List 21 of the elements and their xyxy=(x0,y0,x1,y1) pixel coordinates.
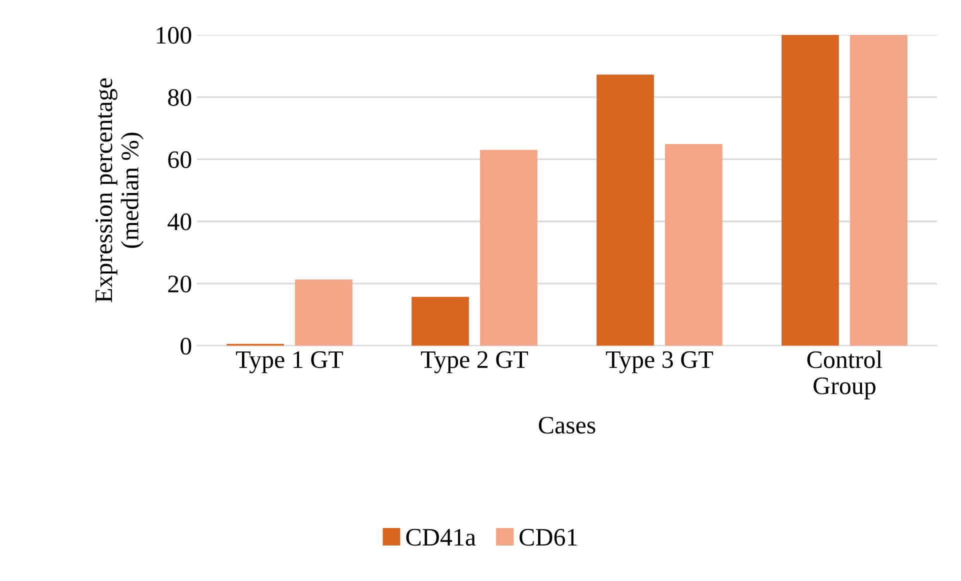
x-tick-label: Type 1 GT xyxy=(236,351,344,374)
bar xyxy=(412,296,469,346)
bar xyxy=(596,74,654,346)
y-axis-title: Expression percentage (median %) xyxy=(95,78,144,302)
y-tick-label: 40 xyxy=(168,213,192,230)
y-tick-label: 20 xyxy=(168,276,192,292)
bar xyxy=(665,144,722,346)
x-tick-label: Control Group xyxy=(807,350,882,400)
x-axis-title: Cases xyxy=(538,416,596,434)
x-tick-label: Type 3 GT xyxy=(606,351,714,374)
bar xyxy=(295,279,352,346)
bar xyxy=(480,150,538,346)
bar xyxy=(782,34,839,346)
y-tick-label: 100 xyxy=(156,26,192,44)
y-tick-label: 80 xyxy=(168,89,192,106)
y-tick-label: 60 xyxy=(168,151,192,168)
bar xyxy=(850,34,908,346)
x-tick-label: Type 2 GT xyxy=(420,351,528,374)
legend-label: CD61 xyxy=(520,528,577,546)
y-tick-label: 0 xyxy=(180,338,192,355)
legend-label: CD41a xyxy=(406,528,476,546)
